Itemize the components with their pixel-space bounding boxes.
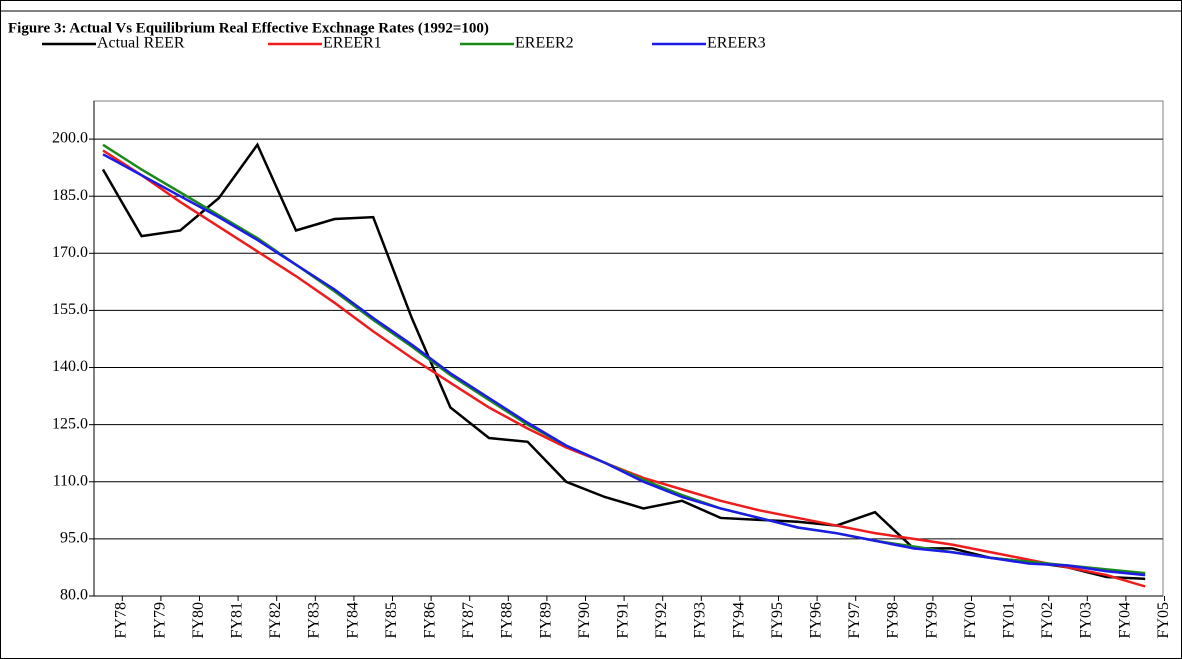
x-tick-label: FY79	[151, 602, 168, 638]
x-tick-label: FY93	[692, 602, 709, 638]
legend-label: EREER2	[515, 35, 574, 52]
y-tick-label: 110.0	[53, 472, 88, 489]
x-tick-label: FY92	[653, 602, 670, 638]
y-tick-label: 170.0	[52, 244, 88, 261]
x-tick-label: FY94	[730, 602, 747, 638]
y-tick-label: 80.0	[60, 587, 88, 604]
x-tick-label: FY78	[113, 602, 130, 638]
x-tick-label: FY83	[306, 602, 323, 638]
y-tick-label: 95.0	[60, 530, 88, 547]
legend-label: EREER1	[323, 35, 382, 52]
legend-label: EREER3	[707, 35, 766, 52]
x-tick-label: FY02	[1039, 602, 1056, 638]
x-tick-label: FY04	[1116, 602, 1133, 638]
x-tick-label: FY90	[576, 602, 593, 638]
x-tick-label: FY82	[267, 602, 284, 638]
x-tick-label: FY05	[1155, 602, 1172, 638]
x-tick-label: FY86	[421, 602, 438, 638]
y-tick-label: 185.0	[52, 187, 88, 204]
x-tick-label: FY91	[614, 602, 631, 638]
x-tick-label: FY84	[344, 602, 361, 638]
x-tick-label: FY88	[499, 602, 516, 638]
y-tick-label: 140.0	[52, 358, 88, 375]
series-line	[102, 153, 1146, 577]
x-tick-label: FY97	[846, 602, 863, 638]
y-tick-label: 200.0	[52, 130, 88, 147]
x-tick-label: FY87	[460, 602, 477, 638]
x-tick-label: FY98	[885, 602, 902, 638]
y-tick-label: 125.0	[52, 415, 88, 432]
x-tick-label: FY96	[807, 602, 824, 638]
y-tick-label: 155.0	[52, 301, 88, 318]
x-tick-label: FY81	[228, 602, 245, 638]
x-tick-label: FY99	[923, 602, 940, 638]
x-tick-label: FY85	[383, 602, 400, 638]
chart-title: Figure 3: Actual Vs Equilibrium Real Eff…	[8, 20, 489, 36]
x-tick-label: FY01	[1000, 602, 1017, 638]
x-tick-label: FY80	[190, 602, 207, 638]
legend-label: Actual REER	[97, 35, 185, 52]
x-tick-label: FY03	[1078, 602, 1095, 638]
x-tick-label: FY00	[962, 602, 979, 638]
plot-area	[93, 100, 1164, 597]
x-tick-label: FY95	[769, 602, 786, 638]
x-tick-label: FY89	[537, 602, 554, 638]
series-line	[101, 142, 1146, 581]
